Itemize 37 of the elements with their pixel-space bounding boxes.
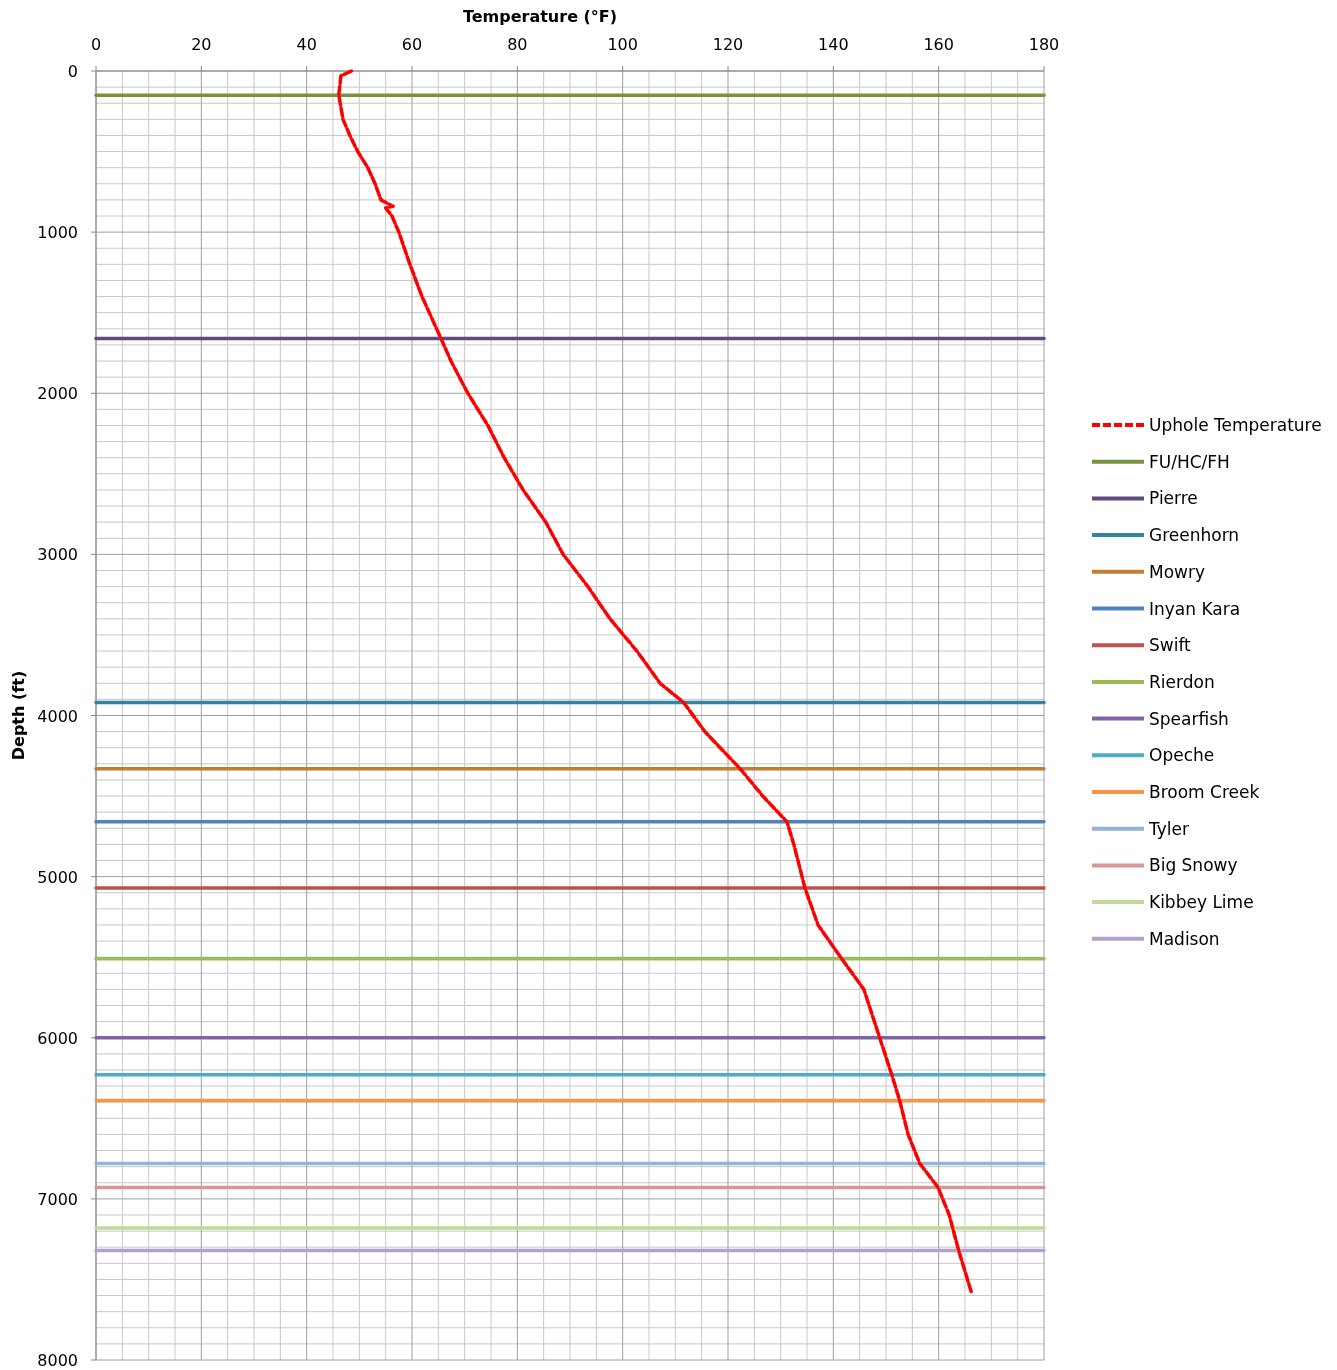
y-tick-label: 5000 <box>37 867 78 887</box>
legend-label: Rierdon <box>1149 671 1215 692</box>
y-tick-label: 8000 <box>37 1351 78 1370</box>
y-tick-label: 0 <box>67 62 78 81</box>
legend-label: Tyler <box>1148 818 1189 839</box>
legend-label: Broom Creek <box>1149 782 1260 802</box>
legend-label: Big Snowy <box>1149 855 1238 876</box>
x-tick-label: 160 <box>923 35 954 54</box>
x-axis-title: Temperature (°F) <box>462 7 618 26</box>
x-tick-label: 100 <box>607 35 638 54</box>
legend-label: Greenhorn <box>1149 525 1240 546</box>
x-tick-label: 120 <box>712 35 744 54</box>
legend-label: Spearfish <box>1149 708 1229 729</box>
legend-label: Opeche <box>1149 745 1215 766</box>
y-tick-label: 1000 <box>37 223 78 243</box>
line-series <box>337 69 974 1296</box>
y-tick-label: 7000 <box>37 1189 78 1209</box>
legend-label: Kibbey Lime <box>1149 892 1254 913</box>
x-tick-label: 180 <box>1028 35 1060 54</box>
x-tick-label: 0 <box>90 35 102 54</box>
legend-label: Inyan Kara <box>1149 598 1241 619</box>
x-tick-label: 140 <box>818 35 849 54</box>
x-tick-label: 40 <box>296 35 317 54</box>
legend-label: FU/HC/FH <box>1149 451 1230 472</box>
legend-label: Uphole Temperature <box>1149 415 1322 435</box>
x-tick-label: 80 <box>507 35 528 54</box>
x-tick-label: 60 <box>401 35 423 54</box>
legend-label: Mowry <box>1149 561 1206 582</box>
legend-label: Pierre <box>1149 488 1198 509</box>
legend-label: Swift <box>1149 635 1192 656</box>
y-tick-label: 4000 <box>37 706 78 726</box>
legend-label: Madison <box>1149 928 1220 949</box>
y-tick-label: 3000 <box>37 545 78 565</box>
y-tick-label: 6000 <box>37 1028 78 1048</box>
y-tick-label: 2000 <box>37 384 78 404</box>
y-axis-title: Depth (ft) <box>9 670 28 761</box>
x-tick-label: 20 <box>191 35 212 54</box>
